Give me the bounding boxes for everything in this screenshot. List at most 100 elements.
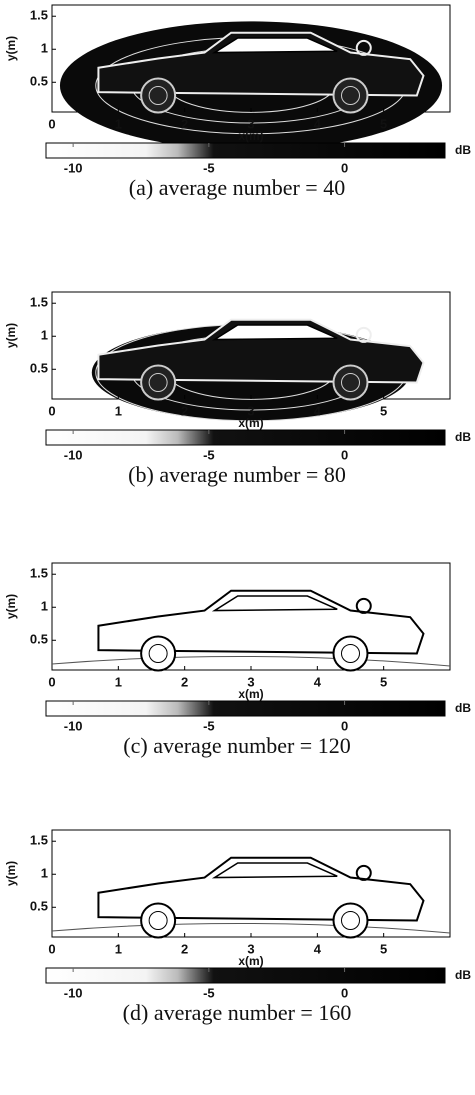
- colorbar-tick-label: -10: [64, 160, 83, 175]
- y-tick-label: 1.5: [30, 295, 48, 310]
- colorbar-tick-label: -5: [203, 160, 215, 175]
- x-tick-label: 2: [181, 403, 188, 418]
- wheel: [148, 910, 168, 930]
- colorbar-tick-label: -5: [203, 985, 215, 1000]
- y-tick-label: 1.5: [30, 566, 48, 581]
- x-tick-label: 4: [314, 403, 322, 418]
- y-tick-label: 0.5: [30, 632, 48, 647]
- x-tick-label: 5: [380, 403, 387, 418]
- colorbar-tick-label: 0: [341, 985, 348, 1000]
- x-tick-label: 2: [181, 941, 188, 956]
- car-outline: [97, 589, 425, 655]
- x-tick-label: 3: [247, 403, 254, 418]
- source-ring: [355, 39, 372, 56]
- x-tick-label: 4: [314, 941, 322, 956]
- x-tick-label: 2: [181, 674, 188, 689]
- car-outline: [97, 856, 425, 922]
- panel: 0 1 2 3 4 50.511.5x(m)y(m)dB-10 -5 0(b) average…: [4, 291, 471, 487]
- colorbar-tick-label: -10: [64, 985, 83, 1000]
- car-window: [211, 37, 338, 54]
- colorbar-unit: dB: [455, 430, 471, 444]
- x-tick-label: 0: [48, 941, 55, 956]
- panel: 0 1 2 3 4 50.511.5x(m)y(m)dB-10 -5 0(a) average…: [4, 4, 471, 200]
- colorbar: [45, 142, 446, 159]
- colorbar: [45, 429, 446, 446]
- colorbar-unit: dB: [455, 143, 471, 157]
- colorbar: [45, 700, 446, 717]
- caption: (a) average number = 40: [129, 175, 345, 200]
- wheel: [341, 643, 360, 663]
- y-tick-label: 1: [41, 866, 48, 881]
- caption: (d) average number = 160: [123, 1000, 352, 1025]
- colorbar-unit: dB: [455, 701, 471, 715]
- wheel: [148, 85, 168, 105]
- caption: (b) average number = 80: [128, 462, 346, 487]
- wheel: [332, 364, 369, 401]
- wheel: [148, 372, 168, 392]
- wheel: [341, 910, 360, 930]
- y-tick-label: 1: [41, 599, 48, 614]
- wheel: [140, 635, 177, 672]
- wheel: [332, 635, 369, 672]
- x-tick-label: 1: [115, 941, 122, 956]
- y-tick-label: 1: [41, 328, 48, 343]
- colorbar-tick-label: -5: [203, 718, 215, 733]
- wheel: [341, 85, 360, 105]
- wheel: [148, 643, 168, 663]
- colorbar-unit: dB: [455, 968, 471, 982]
- colorbar: [45, 967, 446, 984]
- colorbar-tick-label: -10: [64, 718, 83, 733]
- y-tick-label: 1: [41, 41, 48, 56]
- colorbar-tick-label: 0: [341, 718, 348, 733]
- ground-contour: [51, 922, 451, 934]
- y-tick-label: 0.5: [30, 899, 48, 914]
- y-axis-label: y(m): [4, 323, 18, 348]
- y-axis-label: y(m): [4, 861, 18, 886]
- x-tick-label: 0: [48, 674, 55, 689]
- x-tick-label: 5: [380, 941, 387, 956]
- y-tick-label: 0.5: [30, 74, 48, 89]
- source-ring: [355, 864, 372, 881]
- x-tick-label: 5: [380, 674, 387, 689]
- x-tick-label: 1: [115, 403, 122, 418]
- wheel: [140, 902, 177, 939]
- x-tick-label: 3: [247, 116, 254, 131]
- wheel: [332, 77, 369, 114]
- x-tick-label: 1: [115, 116, 122, 131]
- x-tick-label: 4: [314, 116, 322, 131]
- y-tick-label: 1.5: [30, 833, 48, 848]
- x-tick-label: 3: [247, 941, 254, 956]
- car-window: [211, 862, 338, 879]
- ground-contour: [51, 655, 451, 667]
- x-axis-label: x(m): [238, 954, 263, 968]
- x-tick-label: 2: [181, 116, 188, 131]
- source-ring: [355, 326, 372, 343]
- panel: 0 1 2 3 4 50.511.5x(m)y(m)dB-10 -5 0(c) average…: [4, 562, 471, 758]
- wheel: [332, 902, 369, 939]
- x-tick-label: 1: [115, 674, 122, 689]
- wheel: [140, 364, 177, 401]
- x-tick-label: 0: [48, 116, 55, 131]
- y-tick-label: 0.5: [30, 361, 48, 376]
- panel: 0 1 2 3 4 50.511.5x(m)y(m)dB-10 -5 0(d) average…: [4, 829, 471, 1025]
- colorbar-tick-label: 0: [341, 160, 348, 175]
- x-tick-label: 3: [247, 674, 254, 689]
- x-tick-label: 4: [314, 674, 322, 689]
- caption: (c) average number = 120: [123, 733, 350, 758]
- car-window: [211, 595, 338, 612]
- colorbar-tick-label: -5: [203, 447, 215, 462]
- wheel: [140, 77, 177, 114]
- colorbar-tick-label: 0: [341, 447, 348, 462]
- x-axis-label: x(m): [238, 416, 263, 430]
- x-axis-label: x(m): [238, 129, 263, 143]
- x-tick-label: 5: [380, 116, 387, 131]
- car-window: [211, 324, 338, 341]
- y-tick-label: 1.5: [30, 8, 48, 23]
- colorbar-tick-label: -10: [64, 447, 83, 462]
- x-tick-label: 0: [48, 403, 55, 418]
- wheel: [341, 372, 360, 392]
- source-ring: [355, 597, 372, 614]
- x-axis-label: x(m): [238, 687, 263, 701]
- y-axis-label: y(m): [4, 594, 18, 619]
